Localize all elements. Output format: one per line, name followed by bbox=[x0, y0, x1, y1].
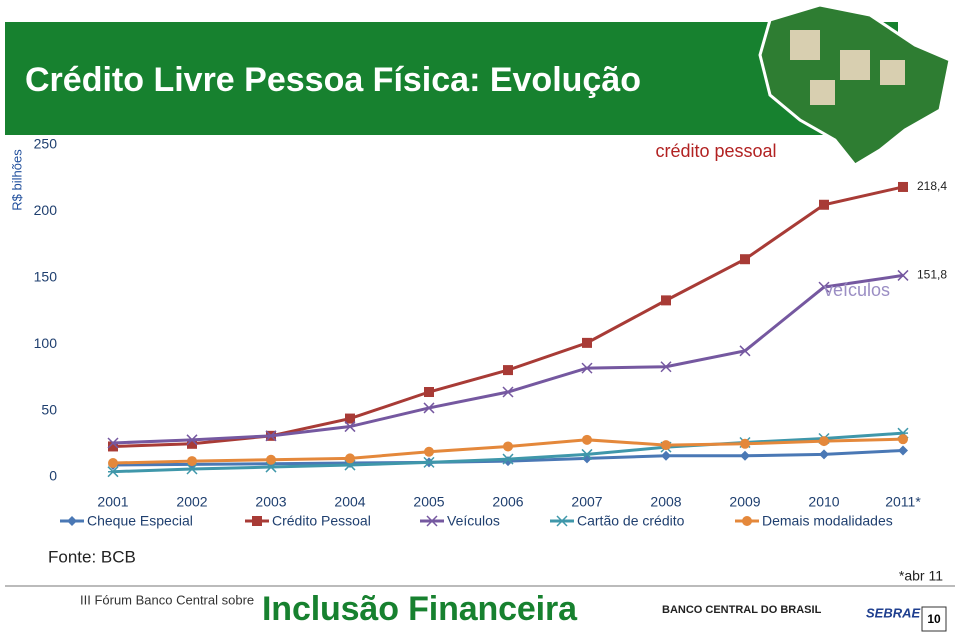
value-label: 218,4 bbox=[917, 179, 947, 193]
data-point bbox=[186, 463, 198, 475]
x-tick-label: 2008 bbox=[650, 494, 681, 510]
legend-label: Demais modalidades bbox=[762, 513, 893, 529]
x-tick-label: 2003 bbox=[255, 494, 286, 510]
x-tick-label: 2006 bbox=[492, 494, 523, 510]
data-point bbox=[423, 402, 435, 414]
y-tick-label: 250 bbox=[34, 136, 58, 152]
annotation: crédito pessoal bbox=[655, 141, 776, 161]
x-tick-label: 2011* bbox=[885, 494, 921, 510]
value-label: 151,8 bbox=[917, 268, 947, 282]
data-point bbox=[661, 295, 671, 306]
data-point bbox=[819, 449, 829, 460]
data-point bbox=[740, 450, 750, 461]
data-point bbox=[502, 386, 514, 398]
data-point bbox=[818, 281, 830, 293]
data-point bbox=[344, 421, 356, 433]
data-point bbox=[502, 453, 514, 465]
legend-label: Cartão de crédito bbox=[577, 513, 685, 529]
data-point bbox=[187, 456, 197, 467]
data-point bbox=[503, 441, 513, 452]
legend-label: Cheque Especial bbox=[87, 513, 193, 529]
x-tick-label: 2002 bbox=[176, 494, 207, 510]
data-point bbox=[187, 438, 197, 449]
x-tick-label: 2004 bbox=[334, 494, 365, 510]
data-point bbox=[186, 434, 198, 446]
footer-event: III Fórum Banco Central sobre bbox=[80, 592, 254, 607]
y-tick-label: 100 bbox=[34, 335, 58, 351]
data-point bbox=[345, 453, 355, 464]
data-point bbox=[739, 345, 751, 357]
data-point bbox=[898, 445, 908, 456]
legend-marker bbox=[252, 516, 262, 526]
map-tiles bbox=[790, 30, 905, 105]
data-point bbox=[108, 441, 118, 452]
data-point bbox=[107, 466, 119, 478]
data-point bbox=[740, 438, 750, 449]
y-tick-label: 200 bbox=[34, 202, 58, 218]
legend-marker bbox=[556, 515, 568, 527]
note: *abr 11 bbox=[899, 568, 943, 584]
y-tick-label: 0 bbox=[49, 468, 57, 484]
data-point bbox=[581, 362, 593, 374]
legend-marker bbox=[426, 515, 438, 527]
page-number: 10 bbox=[927, 612, 941, 626]
data-point bbox=[345, 413, 355, 424]
x-tick-label: 2009 bbox=[729, 494, 760, 510]
data-point bbox=[265, 430, 277, 442]
data-point bbox=[108, 458, 118, 469]
data-point bbox=[661, 450, 671, 461]
footer-partner: SEBRAE bbox=[866, 605, 921, 620]
annotation: veículos bbox=[824, 280, 890, 300]
legend-label: Veículos bbox=[447, 513, 500, 529]
x-tick-label: 2010 bbox=[808, 494, 839, 510]
x-tick-label: 2007 bbox=[571, 494, 602, 510]
data-point bbox=[424, 387, 434, 398]
data-point bbox=[107, 437, 119, 449]
data-point bbox=[582, 337, 592, 348]
data-point bbox=[581, 448, 593, 460]
brazil-map bbox=[758, 3, 952, 167]
data-point bbox=[661, 440, 671, 451]
series-line bbox=[112, 185, 904, 448]
data-point bbox=[897, 269, 909, 281]
legend-marker bbox=[742, 516, 752, 526]
y-tick-label: 150 bbox=[34, 269, 58, 285]
y-axis-label: R$ bilhões bbox=[9, 149, 24, 211]
data-point bbox=[660, 361, 672, 373]
series-line bbox=[112, 273, 904, 445]
source: Fonte: BCB bbox=[48, 547, 136, 566]
footer-bank: BANCO CENTRAL DO BRASIL bbox=[662, 604, 822, 616]
y-tick-label: 50 bbox=[41, 401, 57, 417]
slide-title: Crédito Livre Pessoa Física: Evolução bbox=[25, 61, 641, 99]
data-point bbox=[819, 436, 829, 447]
data-point bbox=[582, 434, 592, 445]
data-point bbox=[265, 461, 277, 473]
x-tick-label: 2005 bbox=[413, 494, 444, 510]
legend-label: Crédito Pessoal bbox=[272, 513, 371, 529]
data-point bbox=[266, 454, 276, 465]
data-point bbox=[740, 254, 750, 265]
data-point bbox=[423, 456, 435, 468]
legend-marker bbox=[67, 516, 77, 526]
data-point bbox=[503, 365, 513, 376]
x-tick-label: 2001 bbox=[97, 494, 128, 510]
page-number-box bbox=[921, 606, 947, 632]
data-point bbox=[819, 199, 829, 210]
data-point bbox=[898, 434, 908, 445]
footer-brand: Inclusão Financeira bbox=[262, 590, 578, 628]
data-point bbox=[898, 181, 908, 192]
data-point bbox=[424, 446, 434, 457]
header-band bbox=[5, 22, 898, 135]
